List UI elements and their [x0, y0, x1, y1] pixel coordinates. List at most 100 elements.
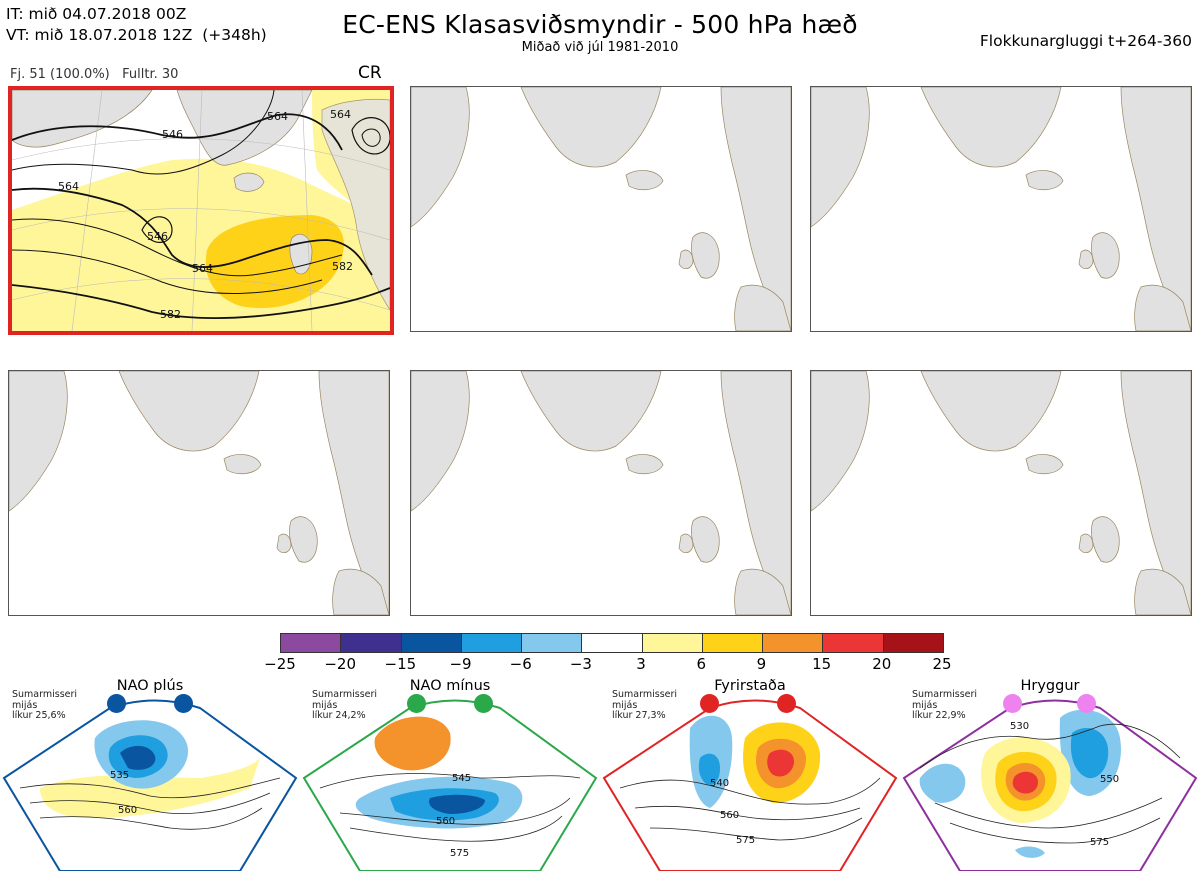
- iceland-land: [223, 454, 262, 475]
- cluster-nao-minus[interactable]: 545 560 575 NAO mínus Sumarmisseri mijás…: [300, 678, 600, 871]
- negative-anomaly-south: [1015, 846, 1045, 858]
- anomaly-gold: [205, 215, 344, 309]
- cluster-marker-left: [407, 694, 426, 713]
- forecast-map: 546 564 564 546 564 564 582 582: [12, 90, 390, 331]
- forecast-panel-2[interactable]: [410, 86, 792, 332]
- contour-label-a: 545: [452, 773, 471, 784]
- cluster-title: NAO plús: [116, 678, 184, 694]
- cluster-marker-left: [1003, 694, 1022, 713]
- cluster-marker-left: [700, 694, 719, 713]
- colorbar-tick-label: 9: [756, 655, 767, 673]
- contour-label-a: 540: [710, 778, 729, 789]
- british-isles-land: [1091, 232, 1120, 279]
- canada-land: [411, 371, 470, 512]
- representative-member: Fulltr. 30: [122, 67, 179, 82]
- colorbar-bin-5: [582, 634, 643, 652]
- canada-land: [811, 371, 870, 512]
- colorbar-bin-6: [642, 634, 703, 652]
- contour-label-6: 564: [330, 108, 351, 121]
- europe-land: [332, 568, 389, 615]
- colorbar-bin-1: [341, 634, 402, 652]
- colorbar-bin-4: [522, 634, 583, 652]
- contour-label-3: 564: [267, 110, 288, 123]
- run-info: IT: mið 04.07.2018 00Z VT: mið 18.07.2018…: [6, 4, 267, 46]
- negative-anomaly-core: [120, 745, 156, 770]
- contour-label-1: 546: [162, 128, 183, 141]
- member-info: Fj. 51 (100.0%) Fulltr. 30: [10, 67, 178, 82]
- cluster-title: Fyrirstaða: [714, 678, 786, 694]
- map-background: [411, 371, 791, 615]
- iceland-land: [625, 454, 664, 475]
- cluster-marker-right: [1077, 694, 1096, 713]
- cluster-title: NAO mínus: [409, 678, 491, 694]
- it-line: IT: mið 04.07.2018 00Z: [6, 5, 187, 23]
- classification-window: Flokkunargluggi t+264-360: [979, 32, 1192, 50]
- colorbar-tick-label: −9: [449, 655, 472, 673]
- greenland-land: [118, 371, 260, 452]
- height-contours: [12, 90, 390, 320]
- canada-land: [9, 371, 68, 512]
- iceland-land: [625, 170, 664, 191]
- colorbar: [280, 633, 944, 653]
- page-title: EC-ENS Klasasviðsmyndir - 500 hPa hæð: [342, 10, 858, 39]
- negative-anomaly-mid: [698, 753, 720, 785]
- colorbar-tick-label: −25: [264, 655, 296, 673]
- colorbar-tick-label: 3: [636, 655, 646, 673]
- negative-anomaly-west: [919, 763, 966, 803]
- cluster-note: Sumarmisseri mijás líkur 27,3%: [612, 689, 678, 721]
- scandinavia-land: [321, 98, 390, 311]
- cluster-ridge[interactable]: 530 550 575 Hryggur Sumarmisseri mijás l…: [900, 678, 1200, 871]
- contour-label-4: 546: [147, 230, 168, 243]
- forecast-panel-5[interactable]: [410, 370, 792, 616]
- cluster-blocking[interactable]: 540 560 575 Fyrirstaða Sumarmisseri mijá…: [600, 678, 900, 871]
- greenland-land: [520, 371, 662, 452]
- negative-anomaly-east-mid: [1070, 728, 1109, 779]
- cluster-note: Sumarmisseri mijás líkur 25,6%: [12, 689, 78, 721]
- greenland-land: [176, 90, 313, 166]
- graticule: [12, 90, 390, 331]
- colorbar-bin-8: [763, 634, 824, 652]
- map-background: [811, 87, 1191, 331]
- canada-land: [12, 90, 153, 148]
- iceland-land: [233, 172, 265, 192]
- ireland-land: [1078, 533, 1094, 553]
- contour-label-b: 560: [118, 805, 137, 816]
- forecast-panel-1[interactable]: 546 564 564 546 564 564 582 582: [8, 86, 394, 335]
- forecast-panel-4[interactable]: [8, 370, 390, 616]
- ireland-land: [678, 533, 694, 553]
- colorbar-bin-2: [401, 634, 462, 652]
- iceland-land: [1025, 454, 1064, 475]
- colorbar-tick-label: −15: [384, 655, 417, 673]
- ireland-land: [1078, 249, 1094, 269]
- cluster-nao-plus[interactable]: 535 560 NAO plús Sumarmisseri mijás líku…: [0, 678, 300, 871]
- canada-land: [811, 87, 870, 228]
- page-subtitle: Miðað við júl 1981-2010: [521, 40, 679, 55]
- canada-land: [411, 87, 470, 228]
- colorbar-bin-3: [461, 634, 523, 652]
- cluster-note: Sumarmisseri mijás líkur 22,9%: [912, 689, 978, 721]
- cluster-marker-right: [777, 694, 796, 713]
- negative-anomaly-core: [429, 794, 485, 814]
- positive-anomaly: [374, 716, 451, 771]
- contour-label-2: 564: [58, 180, 79, 193]
- british-isles-land: [691, 516, 720, 563]
- cluster-marker-left: [107, 694, 126, 713]
- contour-label-b: 560: [436, 816, 455, 827]
- europe-land: [734, 568, 791, 615]
- contour-label-5: 564: [192, 262, 213, 275]
- cluster-note: Sumarmisseri mijás líkur 24,2%: [312, 689, 378, 721]
- regime-label: CR: [358, 63, 382, 83]
- colorbar-tick-label: 6: [696, 655, 707, 673]
- contour-label-b: 550: [1100, 774, 1119, 785]
- positive-anomaly-core: [1012, 771, 1038, 794]
- colorbar-tick-label: −6: [509, 655, 532, 673]
- europe-land: [1134, 284, 1191, 331]
- colorbar-bin-0: [281, 634, 342, 652]
- colorbar-ticks: −25 −20 −15 −9 −6 −3 3 6 9 15 20 25: [250, 655, 970, 675]
- member-count: Fj. 51 (100.0%): [10, 67, 110, 82]
- colorbar-tick-label: 15: [812, 655, 832, 673]
- map-background: [811, 371, 1191, 615]
- map-background: [9, 371, 389, 615]
- forecast-panel-6[interactable]: [810, 370, 1192, 616]
- forecast-panel-3[interactable]: [810, 86, 1192, 332]
